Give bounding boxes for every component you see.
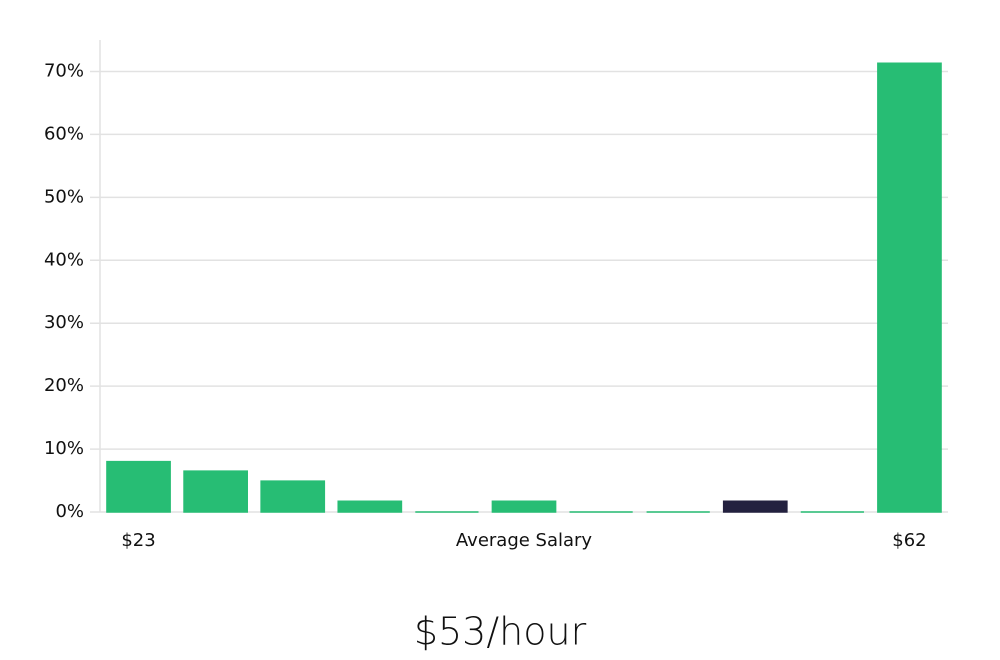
- y-tick-label: 60%: [44, 123, 84, 144]
- bar: [877, 62, 942, 513]
- bar: [260, 480, 326, 513]
- bar: [106, 460, 171, 513]
- y-tick-label: 30%: [44, 312, 84, 333]
- y-tick-label: 50%: [44, 186, 84, 207]
- bar: [722, 500, 788, 513]
- y-tick-label: 0%: [55, 501, 84, 522]
- bar: [491, 500, 557, 513]
- y-tick-label: 70%: [44, 60, 84, 81]
- bar: [183, 470, 248, 513]
- x-tick-label: $62: [892, 530, 926, 551]
- summary: $53/hour: [414, 610, 587, 654]
- y-tick-label: 10%: [44, 438, 84, 459]
- y-tick-label: 20%: [44, 375, 84, 396]
- bar: [337, 500, 403, 513]
- x-axis-label: Average Salary: [456, 530, 593, 551]
- x-tick-label: $23: [121, 530, 155, 551]
- y-tick-label: 40%: [44, 249, 84, 270]
